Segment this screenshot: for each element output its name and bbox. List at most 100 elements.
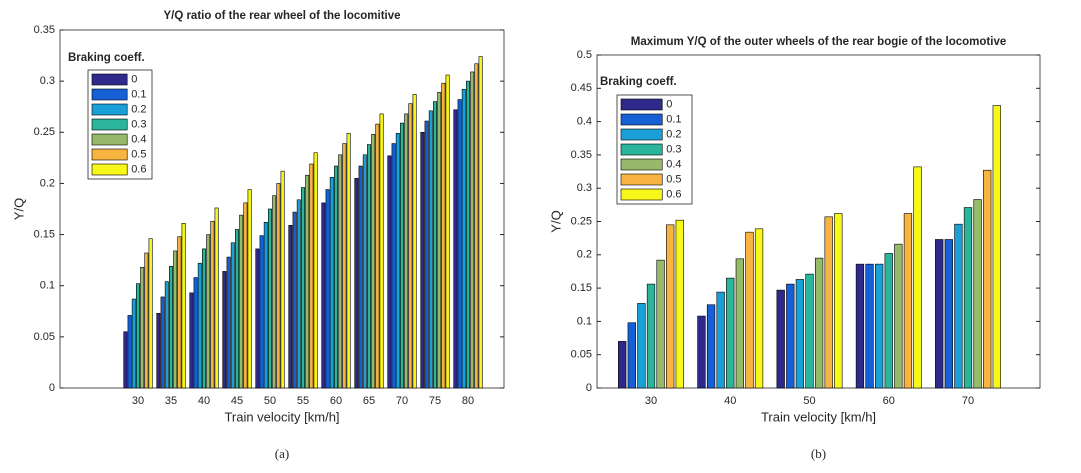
bar	[329, 176, 334, 389]
bar	[983, 169, 992, 389]
bar	[834, 213, 843, 389]
bar	[235, 229, 239, 389]
bar	[371, 134, 376, 389]
bar	[735, 258, 744, 389]
x-tick-label: 80	[462, 395, 474, 407]
legend-label: 0.6	[666, 188, 681, 200]
legend-label: 0.1	[666, 113, 681, 125]
legend-label: 0.3	[131, 118, 146, 130]
bar	[745, 231, 754, 389]
bar	[954, 223, 963, 389]
bar	[342, 143, 347, 389]
bar	[173, 250, 178, 389]
bar	[963, 207, 973, 389]
bar	[824, 216, 833, 389]
bar	[466, 80, 470, 389]
bar	[259, 235, 264, 389]
bar	[136, 283, 140, 389]
y-tick-label: 0	[49, 382, 55, 394]
bar	[375, 123, 380, 389]
bar	[786, 283, 795, 389]
bar	[875, 263, 884, 389]
bar	[400, 122, 404, 389]
bar	[280, 170, 285, 389]
bar	[913, 166, 922, 389]
legend-label: 0.2	[666, 128, 681, 140]
x-axis-label: Train velocity [km/h]	[761, 409, 876, 424]
bar	[334, 165, 338, 389]
bar	[379, 113, 384, 389]
x-tick-label: 70	[962, 395, 974, 407]
y-tick-label: 0.3	[577, 182, 592, 194]
bar	[210, 220, 215, 389]
bar	[321, 202, 326, 389]
bar	[325, 189, 330, 389]
bar	[169, 265, 173, 389]
legend-label: 0.4	[131, 133, 146, 145]
bar	[428, 110, 433, 389]
bar	[935, 239, 944, 389]
bar	[412, 94, 417, 389]
legend-swatch	[620, 128, 663, 141]
x-tick-label: 60	[330, 395, 342, 407]
bar	[156, 313, 161, 389]
y-tick-label: 0.1	[577, 315, 592, 327]
x-tick-label: 40	[198, 395, 210, 407]
legend-label: 0	[131, 73, 137, 85]
x-tick-label: 70	[396, 395, 408, 407]
x-tick-label: 55	[297, 395, 309, 407]
bar	[214, 207, 219, 389]
x-tick-label: 65	[363, 395, 375, 407]
bar	[457, 99, 462, 389]
legend-swatch	[91, 88, 128, 101]
legend-swatch	[91, 163, 128, 176]
bar	[424, 120, 429, 389]
x-tick-label: 40	[724, 395, 736, 407]
bar	[164, 281, 169, 389]
bar	[478, 56, 483, 389]
bar	[313, 152, 318, 389]
legend-label: 0.4	[666, 158, 681, 170]
bar	[855, 263, 865, 389]
bar	[346, 133, 351, 389]
x-tick-label: 45	[231, 395, 243, 407]
bar	[433, 101, 437, 389]
legend-swatch	[91, 118, 128, 131]
bar	[437, 92, 442, 389]
bar	[127, 315, 132, 389]
bar	[618, 341, 627, 389]
bar	[243, 202, 248, 389]
legend-swatch	[620, 173, 663, 186]
bar	[239, 214, 244, 389]
legend-title: Braking coeff.	[68, 52, 145, 64]
bar	[656, 259, 665, 389]
bar	[301, 187, 305, 389]
bar	[131, 298, 136, 389]
x-tick-label: 50	[803, 395, 815, 407]
bar	[474, 63, 479, 389]
caption: (b)	[811, 446, 826, 461]
bar	[395, 133, 400, 389]
y-tick-label: 0.15	[34, 228, 55, 240]
bar	[305, 174, 310, 389]
legend-swatch	[91, 73, 128, 86]
bar	[181, 223, 186, 389]
y-tick-label: 0.35	[34, 24, 55, 36]
bar	[263, 221, 268, 389]
x-tick-label: 30	[645, 395, 657, 407]
bar	[453, 109, 458, 389]
legend-swatch	[620, 158, 663, 171]
legend-label: 0.3	[666, 143, 681, 155]
chart-title: Y/Q ratio of the rear wheel of the locom…	[163, 10, 400, 22]
y-tick-label: 0.15	[571, 282, 592, 294]
bar	[160, 296, 165, 389]
legend-swatch	[620, 98, 663, 111]
x-axis-label: Train velocity [km/h]	[224, 409, 339, 424]
y-tick-label: 0	[586, 382, 592, 394]
legend-swatch	[620, 113, 663, 126]
bar	[230, 242, 235, 389]
bar	[470, 71, 475, 389]
bar	[884, 253, 893, 389]
y-tick-label: 0.4	[577, 116, 592, 128]
